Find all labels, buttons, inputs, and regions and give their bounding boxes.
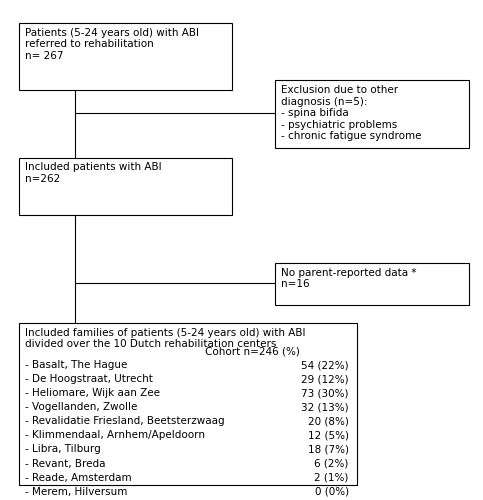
Text: - Merem, Hilversum: - Merem, Hilversum — [25, 486, 128, 496]
Text: 18 (7%): 18 (7%) — [308, 444, 349, 454]
Text: 32 (13%): 32 (13%) — [301, 402, 349, 412]
FancyBboxPatch shape — [275, 262, 469, 305]
FancyBboxPatch shape — [19, 322, 357, 485]
Text: - Reade, Amsterdam: - Reade, Amsterdam — [25, 472, 132, 482]
Text: - Revalidatie Friesland, Beetsterzwaag: - Revalidatie Friesland, Beetsterzwaag — [25, 416, 225, 426]
Text: No parent-reported data *
n=16: No parent-reported data * n=16 — [281, 268, 417, 289]
Text: Exclusion due to other
diagnosis (n=5):
- spina bifida
- psychiatric problems
- : Exclusion due to other diagnosis (n=5): … — [281, 85, 422, 141]
Text: 6 (2%): 6 (2%) — [314, 458, 349, 468]
Text: 73 (30%): 73 (30%) — [301, 388, 349, 398]
Text: 20 (8%): 20 (8%) — [308, 416, 349, 426]
Text: - Libra, Tilburg: - Libra, Tilburg — [25, 444, 101, 454]
Text: 29 (12%): 29 (12%) — [301, 374, 349, 384]
Text: - De Hoogstraat, Utrecht: - De Hoogstraat, Utrecht — [25, 374, 153, 384]
Text: - Vogellanden, Zwolle: - Vogellanden, Zwolle — [25, 402, 138, 412]
Text: Patients (5-24 years old) with ABI
referred to rehabilitation
n= 267: Patients (5-24 years old) with ABI refer… — [25, 28, 199, 60]
Text: - Revant, Breda: - Revant, Breda — [25, 458, 106, 468]
Text: - Basalt, The Hague: - Basalt, The Hague — [25, 360, 128, 370]
Text: 54 (22%): 54 (22%) — [301, 360, 349, 370]
Text: Included families of patients (5-24 years old) with ABI
divided over the 10 Dutc: Included families of patients (5-24 year… — [25, 328, 306, 349]
FancyBboxPatch shape — [19, 22, 232, 90]
Text: - Klimmendaal, Arnhem/Apeldoorn: - Klimmendaal, Arnhem/Apeldoorn — [25, 430, 205, 440]
Text: - Heliomare, Wijk aan Zee: - Heliomare, Wijk aan Zee — [25, 388, 160, 398]
Text: 0 (0%): 0 (0%) — [314, 486, 349, 496]
Text: 2 (1%): 2 (1%) — [314, 472, 349, 482]
Text: 12 (5%): 12 (5%) — [308, 430, 349, 440]
Text: Cohort n=246 (%): Cohort n=246 (%) — [205, 346, 300, 356]
Text: Included patients with ABI
n=262: Included patients with ABI n=262 — [25, 162, 162, 184]
FancyBboxPatch shape — [275, 80, 469, 148]
FancyBboxPatch shape — [19, 158, 232, 215]
